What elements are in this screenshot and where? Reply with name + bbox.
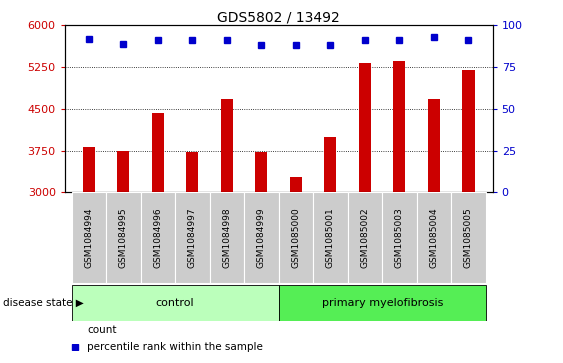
Bar [382,192,417,283]
Bar [313,192,348,283]
Bar [428,99,440,192]
Text: GSM1085000: GSM1085000 [292,207,301,268]
Bar [279,192,313,283]
Bar [106,192,141,283]
Text: percentile rank within the sample: percentile rank within the sample [87,342,263,352]
Text: GSM1085002: GSM1085002 [360,207,369,268]
Bar [72,192,106,283]
Text: count: count [87,325,117,335]
Text: primary myelofibrosis: primary myelofibrosis [321,298,443,308]
Bar [141,192,175,283]
Bar [359,63,371,192]
Text: GSM1085001: GSM1085001 [326,207,335,268]
Bar [324,137,337,192]
Text: GSM1084994: GSM1084994 [84,208,93,268]
Bar [152,113,164,192]
Bar [186,152,199,192]
Text: GSM1084999: GSM1084999 [257,207,266,268]
Text: GSM1084995: GSM1084995 [119,207,128,268]
Bar [290,177,302,192]
Text: GSM1085005: GSM1085005 [464,207,473,268]
Bar [117,151,129,192]
Bar [417,192,451,283]
Text: control: control [156,298,194,308]
Text: GSM1084996: GSM1084996 [153,207,162,268]
Bar [279,285,486,321]
Bar [348,192,382,283]
Title: GDS5802 / 13492: GDS5802 / 13492 [217,10,340,24]
Text: GSM1084998: GSM1084998 [222,207,231,268]
Bar [394,61,405,192]
Bar [83,147,95,192]
Text: GSM1084997: GSM1084997 [188,207,197,268]
Bar [451,192,486,283]
Bar [462,70,475,192]
Bar [175,192,209,283]
Bar [221,99,233,192]
Text: GSM1085004: GSM1085004 [430,207,439,268]
Bar [209,192,244,283]
Text: disease state ▶: disease state ▶ [3,298,83,308]
Text: GSM1085003: GSM1085003 [395,207,404,268]
Bar [244,192,279,283]
Bar [256,152,267,192]
Bar [72,285,279,321]
